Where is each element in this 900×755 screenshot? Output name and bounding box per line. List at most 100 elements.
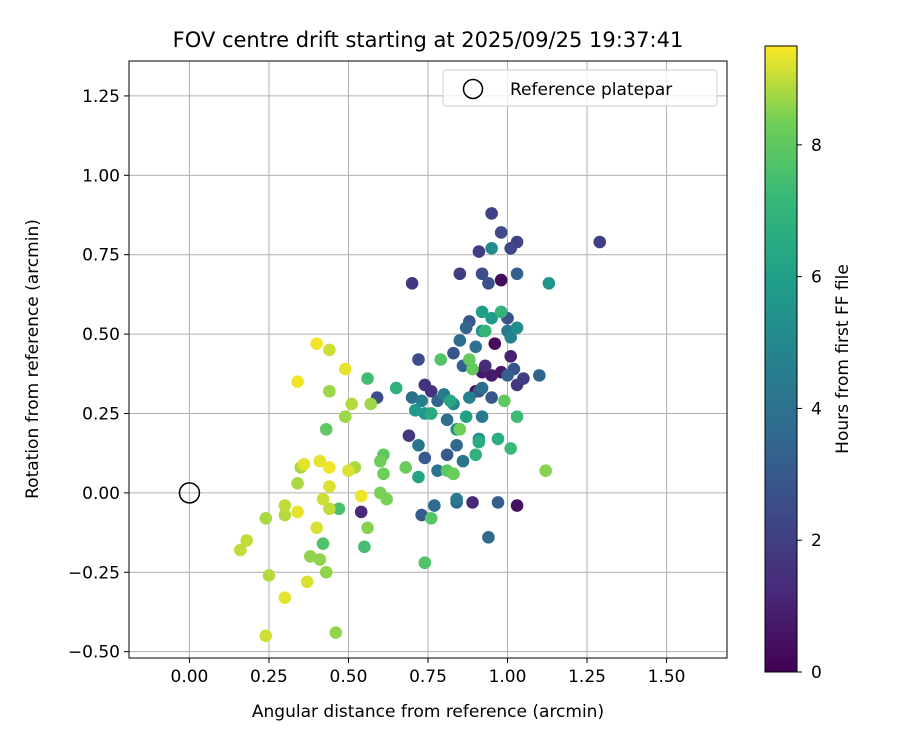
data-point — [440, 448, 454, 462]
data-point — [424, 407, 438, 420]
x-tick-label: 0.50 — [330, 667, 368, 687]
data-point — [418, 556, 432, 570]
data-point — [319, 423, 333, 436]
data-point — [342, 464, 355, 477]
x-tick-label: 1.50 — [648, 667, 686, 687]
data-point — [424, 384, 438, 398]
data-point — [494, 226, 508, 239]
data-point — [405, 391, 419, 404]
data-point — [424, 511, 438, 525]
data-point — [510, 499, 524, 512]
y-tick-label: −0.25 — [68, 563, 120, 583]
data-point — [450, 492, 463, 506]
colorbar-gradient — [765, 46, 797, 672]
data-point — [447, 467, 460, 481]
data-point — [377, 467, 390, 481]
data-point — [300, 575, 314, 589]
data-point — [415, 394, 428, 408]
data-point — [291, 477, 304, 490]
data-point — [354, 505, 368, 519]
colorbar-tick-label: 4 — [811, 399, 822, 419]
data-point — [478, 359, 492, 373]
data-point — [291, 375, 304, 389]
data-point — [491, 496, 505, 509]
data-point — [358, 540, 371, 554]
data-point — [491, 432, 505, 446]
data-point — [240, 534, 253, 547]
x-tick-label: 1.00 — [489, 667, 527, 687]
x-tick-label: 0.25 — [250, 667, 288, 687]
x-axis-title: Angular distance from reference (arcmin) — [252, 702, 604, 722]
x-axis-ticks: 0.00 0.25 0.50 0.75 1.00 1.25 1.50 — [171, 658, 686, 687]
y-tick-label: 0.75 — [82, 246, 120, 266]
data-point — [373, 454, 387, 468]
data-point — [469, 448, 483, 462]
data-point — [345, 397, 358, 411]
data-point — [354, 489, 368, 503]
data-point — [338, 362, 352, 376]
data-point — [323, 480, 336, 493]
colorbar-tick-label: 6 — [811, 268, 822, 288]
data-point — [323, 384, 336, 398]
data-point — [310, 337, 323, 350]
data-point — [463, 353, 476, 366]
data-point — [463, 391, 476, 404]
legend-reference-circle-icon — [462, 78, 484, 100]
data-point — [447, 346, 460, 360]
data-point — [259, 511, 273, 525]
data-point — [316, 537, 330, 550]
data-point — [323, 461, 336, 474]
y-tick-label: 0.00 — [82, 484, 120, 504]
reference-platepar-marker — [178, 482, 201, 504]
colorbar-title: Hours from first FF file — [833, 264, 853, 454]
data-point — [332, 502, 346, 516]
data-point — [278, 508, 292, 522]
legend-label-reference: Reference platepar — [510, 80, 672, 100]
colorbar-frame — [764, 45, 798, 673]
data-point — [453, 423, 467, 436]
colorbar: 0 2 4 6 8 Hours from first FF file — [764, 45, 853, 683]
data-point — [389, 381, 403, 395]
data-point — [485, 391, 498, 404]
data-point — [329, 626, 343, 639]
data-point — [323, 343, 336, 357]
data-point — [510, 410, 524, 423]
data-point — [498, 394, 511, 408]
data-point — [412, 470, 425, 484]
data-point — [459, 321, 473, 335]
legend-box — [442, 69, 718, 107]
y-tick-label: 1.25 — [82, 87, 120, 107]
data-point — [485, 207, 498, 220]
y-axis-ticks: −0.50 −0.25 0.00 0.25 0.50 0.75 1.00 1.25 — [68, 87, 129, 663]
data-point — [278, 499, 292, 512]
data-point — [482, 276, 495, 290]
data-point — [488, 337, 502, 350]
data-point — [466, 362, 479, 376]
data-point — [475, 381, 489, 395]
data-point — [475, 267, 489, 281]
data-point — [323, 502, 336, 516]
data-point — [412, 438, 425, 452]
data-point — [297, 457, 311, 471]
data-point — [466, 496, 479, 509]
x-tick-label: 0.75 — [409, 667, 447, 687]
data-point — [472, 435, 486, 449]
data-point — [504, 442, 518, 455]
data-point — [453, 267, 467, 281]
data-point — [338, 410, 352, 423]
data-point — [310, 521, 323, 535]
data-point — [504, 330, 518, 344]
colorbar-tick-label: 2 — [811, 531, 822, 551]
data-point — [517, 372, 530, 385]
data-point — [313, 553, 327, 566]
data-point — [415, 508, 428, 522]
y-tick-label: 0.50 — [82, 325, 120, 345]
data-point — [418, 451, 432, 465]
data-point — [313, 454, 327, 468]
data-point — [510, 267, 524, 281]
reference-marker-layer — [178, 482, 201, 504]
data-point — [504, 350, 518, 363]
